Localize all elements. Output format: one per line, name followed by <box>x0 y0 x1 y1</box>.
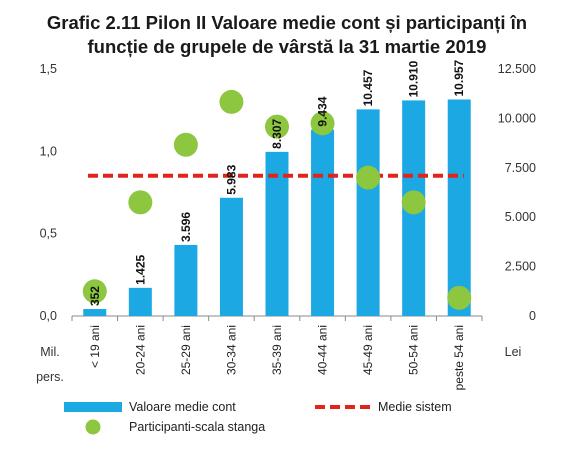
chart-title-line2: funcție de grupele de vârstă la 31 marti… <box>88 36 487 57</box>
right-tick-label: 0 <box>529 309 536 323</box>
bar-data-label: 10.957 <box>452 59 466 96</box>
x-axis-tickmarks <box>71 316 483 321</box>
bar-data-label: 8.307 <box>270 118 284 148</box>
category-label: 20-24 ani <box>133 325 147 375</box>
bar-data-label: 9.434 <box>316 96 330 126</box>
scatter-point <box>128 190 153 215</box>
bar <box>83 309 107 316</box>
scatter-point <box>310 111 335 136</box>
legend-swatch-bar <box>64 402 122 412</box>
right-tick-label: 7.500 <box>505 161 536 175</box>
legend-label-bar: Valoare medie cont <box>129 400 236 414</box>
left-tick-label: 0,5 <box>40 227 57 241</box>
chart-title-line1: Grafic 2.11 Pilon II Valoare medie cont … <box>47 12 527 33</box>
scatter-point <box>82 279 107 304</box>
scatter-point <box>447 285 472 310</box>
left-tick-label: 1,5 <box>40 62 57 76</box>
category-label: peste 54 ani <box>452 325 466 390</box>
category-label: 50-54 ani <box>407 325 421 375</box>
left-axis-unit-line2: pers. <box>36 370 64 384</box>
bar <box>447 99 471 316</box>
scatter-point <box>219 89 244 114</box>
right-axis-ticks: 0 2.500 5.000 7.500 10.000 12.500 <box>498 62 536 323</box>
bar-data-label: 5.983 <box>224 164 238 194</box>
bar-data-label: 3.596 <box>179 212 193 242</box>
category-label: 25-29 ani <box>179 325 193 375</box>
left-axis-ticks: 0,0 0,5 1,0 1,5 <box>40 62 57 323</box>
bar <box>265 151 289 316</box>
bar-series <box>83 99 471 317</box>
category-label: 45-49 ani <box>361 325 375 375</box>
right-tick-label: 2.500 <box>505 260 536 274</box>
category-label: 30-34 ani <box>224 325 238 375</box>
legend: Valoare medie cont Medie sistem Particip… <box>64 400 452 435</box>
scatter-series <box>82 89 472 310</box>
bar <box>356 109 380 316</box>
bar-data-label: 352 <box>88 286 102 306</box>
right-tick-label: 5.000 <box>505 210 536 224</box>
category-labels: < 19 ani 20-24 ani 25-29 ani 30-34 ani 35-39… <box>88 325 466 390</box>
legend-label-dot: Participanti-scala stanga <box>129 420 265 434</box>
scatter-point <box>173 132 198 157</box>
left-tick-label: 1,0 <box>40 144 57 158</box>
scatter-point <box>356 165 381 190</box>
right-axis-unit: Lei <box>505 345 522 359</box>
scatter-point <box>265 114 289 139</box>
left-tick-label: 0,0 <box>40 309 57 323</box>
bar <box>128 287 152 316</box>
legend-label-line: Medie sistem <box>378 400 452 414</box>
bar-data-labels: 352 1.425 3.596 5.983 8.307 9.434 10.457 10.910… <box>88 59 466 306</box>
scatter-point <box>401 190 426 215</box>
right-tick-label: 10.000 <box>498 111 536 125</box>
right-tick-label: 12.500 <box>498 62 536 76</box>
bar-data-label: 10.457 <box>361 69 375 106</box>
category-label: < 19 ani <box>88 325 102 368</box>
category-label: 40-44 ani <box>316 325 330 375</box>
bar <box>219 197 243 316</box>
legend-swatch-dot <box>85 419 101 435</box>
bar <box>311 129 335 316</box>
left-axis-unit-line1: Mil. <box>40 345 59 359</box>
category-label: 35-39 ani <box>270 325 284 375</box>
bar-data-label: 1.425 <box>133 254 147 284</box>
bar <box>174 244 198 316</box>
bar-data-label: 10.910 <box>407 60 421 97</box>
